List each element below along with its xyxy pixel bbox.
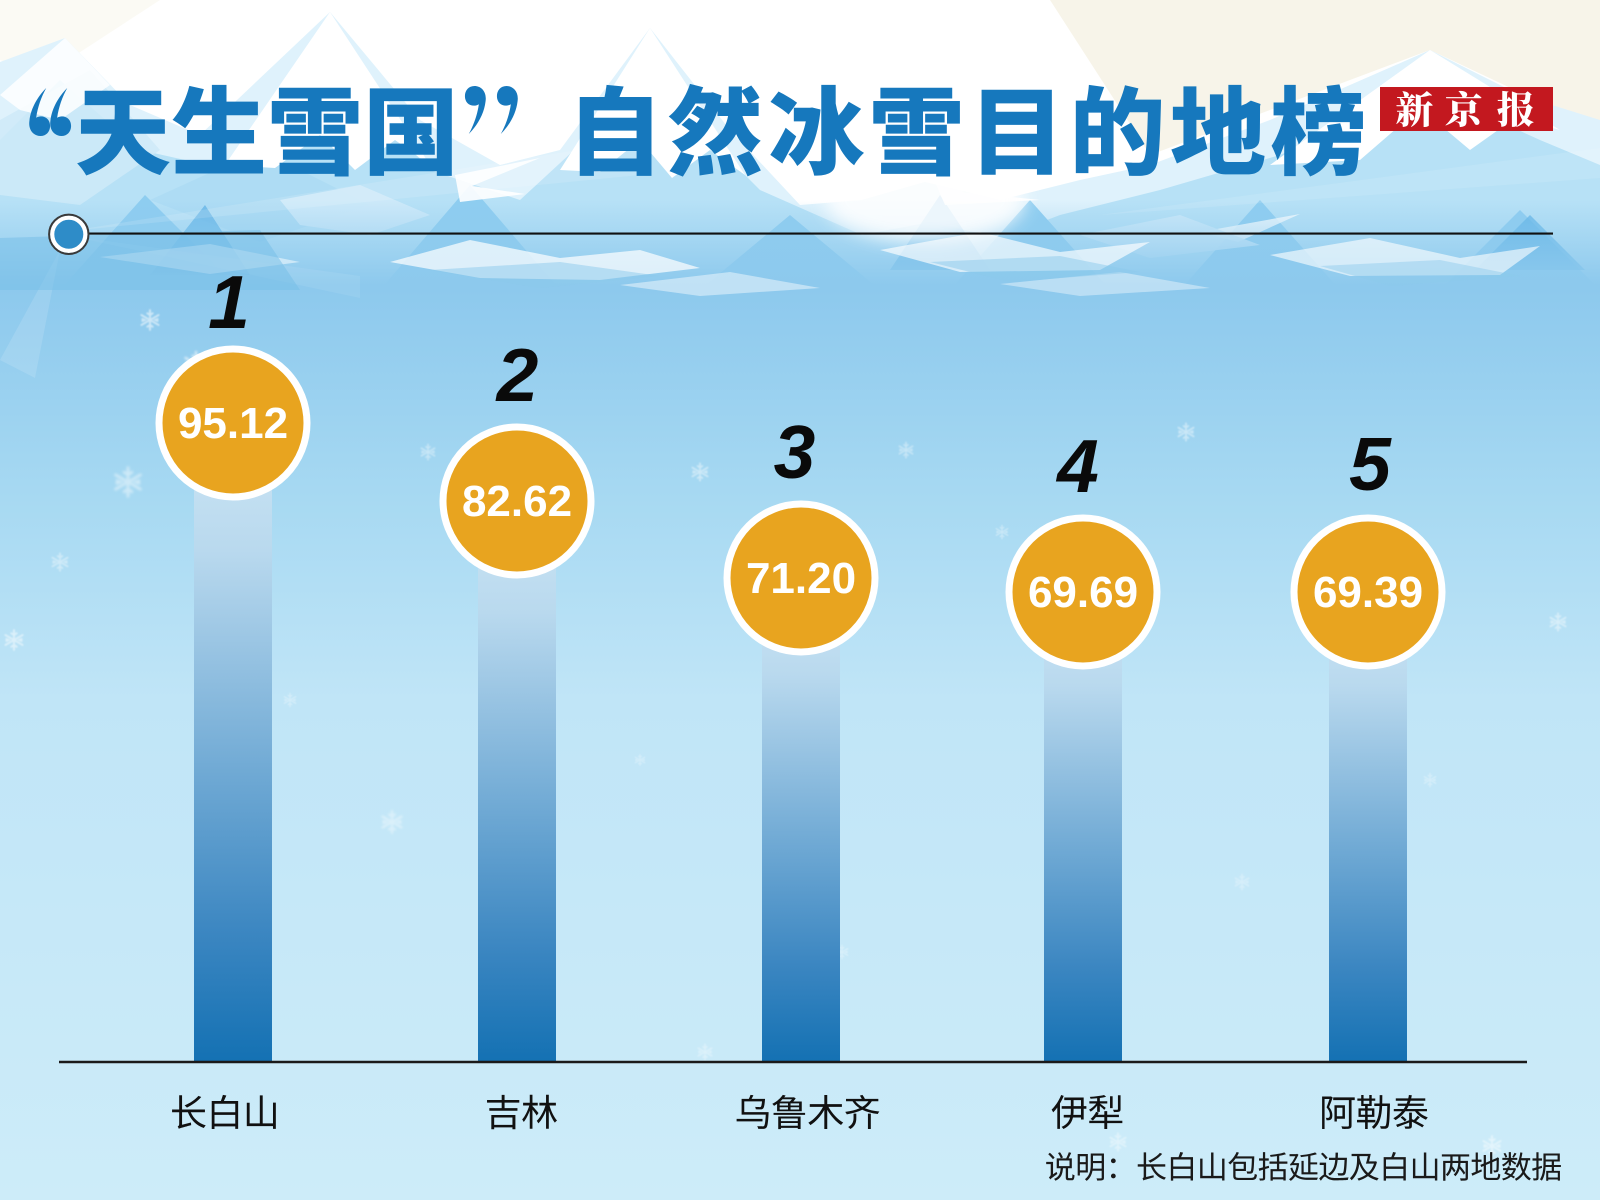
svg-text:4: 4: [1055, 424, 1099, 508]
svg-text:3: 3: [774, 410, 816, 494]
svg-text:82.62: 82.62: [462, 477, 572, 526]
svg-text:69.69: 69.69: [1028, 568, 1138, 617]
svg-text:71.20: 71.20: [746, 554, 856, 603]
svg-text:69.39: 69.39: [1313, 568, 1423, 617]
svg-text:95.12: 95.12: [178, 399, 288, 448]
svg-text:1: 1: [208, 260, 250, 344]
svg-text:2: 2: [495, 333, 539, 417]
svg-text:5: 5: [1349, 422, 1392, 506]
